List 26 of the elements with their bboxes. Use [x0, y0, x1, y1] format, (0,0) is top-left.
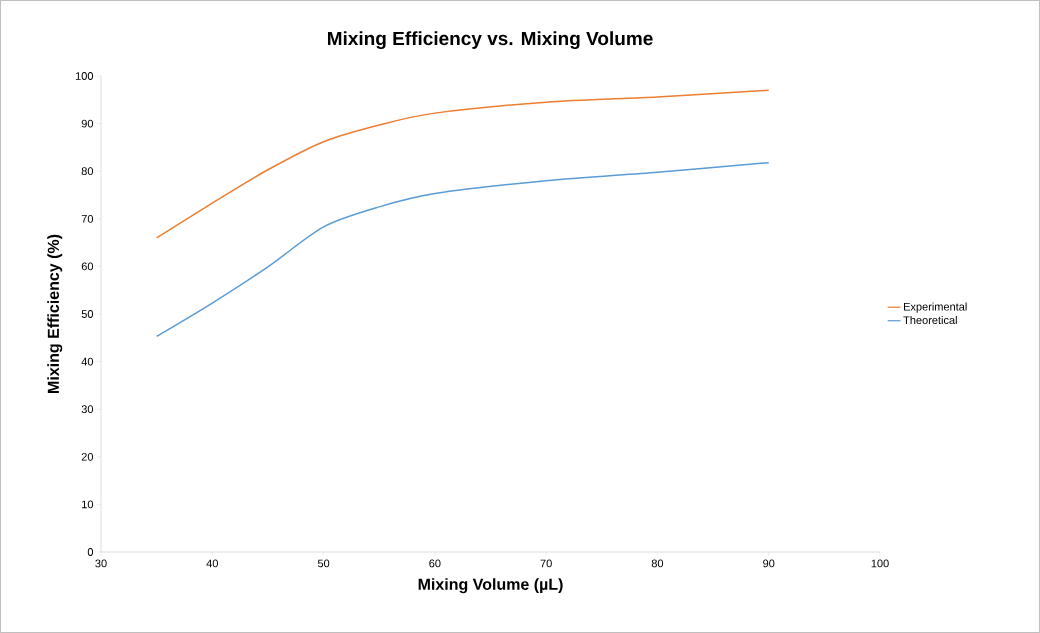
y-axis-title: Mixing Efficiency (%)	[47, 234, 63, 393]
y-tick-label: 90	[81, 119, 94, 128]
x-tick-label: 40	[206, 559, 218, 568]
x-tick-label: 70	[540, 559, 552, 568]
y-tick-label: 40	[81, 357, 94, 366]
legend-label: Experimental	[904, 302, 967, 313]
y-tick-label: 100	[75, 72, 94, 80]
chart-title: Mixing Efficiency vs. Mixing Volume	[327, 31, 653, 50]
y-tick-label: 80	[81, 167, 94, 176]
x-axis-title: Mixing Volume (µL)	[418, 578, 563, 594]
x-tick-label: 30	[95, 559, 107, 568]
y-tick-label: 20	[81, 452, 94, 461]
y-tick-label: 0	[87, 548, 94, 556]
line-series	[155, 89, 770, 239]
y-tick-label: 60	[81, 262, 94, 271]
legend-label: Theoretical	[903, 316, 957, 325]
y-tick-label: 50	[81, 310, 94, 318]
y-tick-label: 70	[81, 214, 94, 223]
line-series	[155, 161, 770, 338]
y-tick-label: 10	[82, 500, 94, 509]
x-tick-label: 90	[763, 559, 775, 568]
x-tick-label: 50	[317, 559, 330, 568]
x-tick-label: 100	[871, 559, 889, 568]
x-tick-label: 60	[429, 559, 441, 568]
x-tick-label: 80	[651, 559, 664, 568]
y-tick-label: 30	[81, 405, 94, 414]
